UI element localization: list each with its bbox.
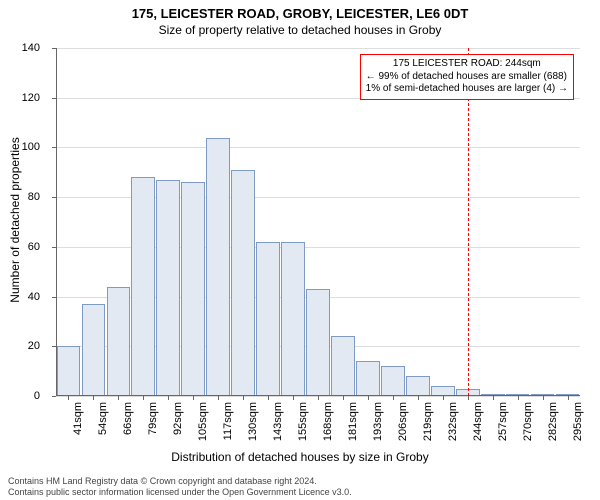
xtick-mark bbox=[118, 396, 119, 400]
chart-container: 175, LEICESTER ROAD, GROBY, LEICESTER, L… bbox=[0, 0, 600, 500]
xtick-mark bbox=[168, 396, 169, 400]
xtick-mark bbox=[368, 396, 369, 400]
xtick-mark bbox=[93, 396, 94, 400]
xtick-mark bbox=[418, 396, 419, 400]
histogram-bar bbox=[181, 182, 205, 396]
ytick-label: 140 bbox=[0, 42, 48, 54]
footer-text: Contains HM Land Registry data © Crown c… bbox=[8, 476, 352, 498]
xtick-label: 155sqm bbox=[297, 402, 309, 441]
xtick-label: 130sqm bbox=[247, 402, 259, 441]
xtick-label: 66sqm bbox=[122, 402, 134, 435]
xtick-mark bbox=[193, 396, 194, 400]
xtick-label: 282sqm bbox=[547, 402, 559, 441]
ytick-label: 100 bbox=[0, 141, 48, 153]
xtick-mark bbox=[493, 396, 494, 400]
xtick-mark bbox=[343, 396, 344, 400]
xtick-mark bbox=[318, 396, 319, 400]
x-axis-label: Distribution of detached houses by size … bbox=[0, 450, 600, 464]
xtick-label: 257sqm bbox=[497, 402, 509, 441]
xtick-mark bbox=[68, 396, 69, 400]
histogram-bar bbox=[57, 346, 81, 396]
histogram-bar bbox=[131, 177, 155, 396]
xtick-label: 92sqm bbox=[172, 402, 184, 435]
histogram-bar bbox=[306, 289, 330, 396]
gridline bbox=[56, 147, 580, 148]
annotation-line: 1% of semi-detached houses are larger (4… bbox=[366, 83, 568, 96]
x-axis-line bbox=[56, 395, 580, 396]
plot-area: 175 LEICESTER ROAD: 244sqm← 99% of detac… bbox=[56, 48, 580, 396]
xtick-label: 270sqm bbox=[522, 402, 534, 441]
histogram-bar bbox=[256, 242, 280, 396]
ytick-label: 40 bbox=[0, 291, 48, 303]
y-axis-label: Number of detached properties bbox=[8, 137, 22, 302]
xtick-mark bbox=[268, 396, 269, 400]
xtick-mark bbox=[393, 396, 394, 400]
annotation-line: 175 LEICESTER ROAD: 244sqm bbox=[366, 58, 568, 71]
xtick-mark bbox=[543, 396, 544, 400]
histogram-bar bbox=[406, 376, 430, 396]
footer-line-1: Contains HM Land Registry data © Crown c… bbox=[8, 476, 352, 487]
chart-subtitle: Size of property relative to detached ho… bbox=[0, 21, 600, 37]
chart-title: 175, LEICESTER ROAD, GROBY, LEICESTER, L… bbox=[0, 0, 600, 21]
plot: 175 LEICESTER ROAD: 244sqm← 99% of detac… bbox=[56, 48, 580, 396]
histogram-bar bbox=[356, 361, 380, 396]
xtick-mark bbox=[518, 396, 519, 400]
histogram-bar bbox=[381, 366, 405, 396]
xtick-mark bbox=[468, 396, 469, 400]
annotation-line: ← 99% of detached houses are smaller (68… bbox=[366, 71, 568, 84]
ytick-label: 0 bbox=[0, 390, 48, 402]
xtick-label: 79sqm bbox=[147, 402, 159, 435]
xtick-mark bbox=[443, 396, 444, 400]
marker-line bbox=[468, 48, 469, 396]
ytick-label: 20 bbox=[0, 340, 48, 352]
y-axis-line bbox=[56, 48, 57, 396]
histogram-bar bbox=[156, 180, 180, 396]
xtick-label: 232sqm bbox=[447, 402, 459, 441]
xtick-label: 117sqm bbox=[222, 402, 234, 440]
gridline bbox=[56, 48, 580, 49]
xtick-label: 41sqm bbox=[72, 402, 84, 435]
xtick-label: 206sqm bbox=[397, 402, 409, 441]
xtick-label: 181sqm bbox=[347, 402, 359, 441]
ytick-label: 60 bbox=[0, 241, 48, 253]
histogram-bar bbox=[231, 170, 255, 396]
xtick-label: 219sqm bbox=[422, 402, 434, 441]
annotation-box: 175 LEICESTER ROAD: 244sqm← 99% of detac… bbox=[360, 54, 574, 100]
xtick-mark bbox=[218, 396, 219, 400]
histogram-bar bbox=[82, 304, 106, 396]
histogram-bar bbox=[107, 287, 131, 396]
xtick-mark bbox=[293, 396, 294, 400]
footer-line-2: Contains public sector information licen… bbox=[8, 487, 352, 498]
ytick-mark bbox=[52, 396, 56, 397]
histogram-bar bbox=[331, 336, 355, 396]
ytick-label: 80 bbox=[0, 191, 48, 203]
xtick-label: 244sqm bbox=[472, 402, 484, 441]
histogram-bar bbox=[206, 138, 230, 397]
xtick-mark bbox=[568, 396, 569, 400]
ytick-label: 120 bbox=[0, 92, 48, 104]
xtick-label: 193sqm bbox=[372, 402, 384, 441]
xtick-label: 168sqm bbox=[322, 402, 334, 441]
xtick-label: 54sqm bbox=[97, 402, 109, 435]
xtick-mark bbox=[143, 396, 144, 400]
xtick-label: 143sqm bbox=[272, 402, 284, 441]
xtick-mark bbox=[243, 396, 244, 400]
xtick-label: 295sqm bbox=[572, 402, 584, 441]
histogram-bar bbox=[281, 242, 305, 396]
xtick-label: 105sqm bbox=[197, 402, 209, 441]
